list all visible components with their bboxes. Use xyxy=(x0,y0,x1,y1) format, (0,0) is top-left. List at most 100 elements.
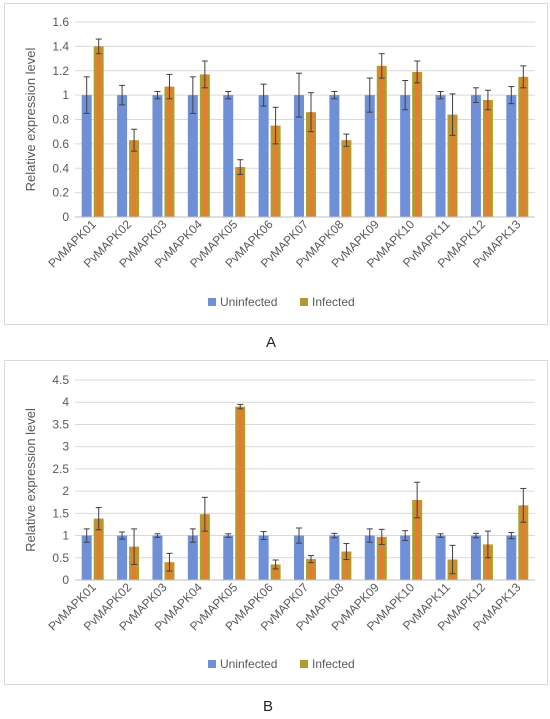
chart-b-bar-infected-stripe xyxy=(344,551,349,580)
chart-b-bar-infected xyxy=(270,564,281,580)
chart-b-bar-infected-stripe xyxy=(238,406,243,580)
chart-b-ytick-label: 2 xyxy=(62,484,69,498)
chart-b-bar-uninfected xyxy=(81,535,92,580)
chart-b-bar-uninfected xyxy=(329,535,340,580)
chart-a-bar-infected xyxy=(376,65,387,217)
chart-a-bar-uninfected xyxy=(258,95,269,217)
chart-b-ytick-label: 0.5 xyxy=(52,551,69,565)
chart-a-bar-infected-stripe xyxy=(521,76,526,217)
chart-a-bar-infected-stripe xyxy=(273,125,278,217)
chart-a-bar-infected xyxy=(199,74,210,217)
chart-a-bar-uninfected xyxy=(470,95,481,217)
chart-b-bar-uninfected xyxy=(470,535,481,580)
chart-b-bar-infected xyxy=(482,544,493,580)
chart-b-bar-infected-stripe xyxy=(521,505,526,580)
chart-b-bar-infected-stripe xyxy=(96,518,101,580)
chart-b-bar-infected xyxy=(412,500,423,580)
chart-a-legend-swatch-uninfected xyxy=(208,298,216,306)
chart-b-ytick-label: 4.5 xyxy=(52,373,69,387)
chart-a-bar-infected-stripe xyxy=(485,100,490,217)
chart-panel-a: 0 0.2 0.4 0.6 0.8 1 1.2 1.4 1.6 Relative expressi… xyxy=(4,3,548,325)
chart-b-bar-uninfected xyxy=(117,535,128,580)
chart-b-bar-infected xyxy=(306,559,316,580)
chart-a-bar-infected xyxy=(164,86,175,217)
chart-a-y-axis-label: Relative expression level xyxy=(23,47,38,191)
chart-a-legend-label-infected: Infected xyxy=(312,295,355,309)
chart-b-bar-infected xyxy=(341,551,352,580)
chart-b-bar-uninfected xyxy=(364,535,375,580)
chart-b-bar-infected xyxy=(235,406,246,580)
chart-b-bar-infected-stripe xyxy=(273,564,278,580)
chart-b-legend-label-infected: Infected xyxy=(312,657,355,671)
chart-a-ytick-label: 1.4 xyxy=(52,39,69,53)
chart-b-bar-infected xyxy=(199,514,210,580)
chart-a-ytick-label: 0 xyxy=(62,210,69,224)
chart-a-bar-infected xyxy=(93,46,104,217)
chart-a-bar-infected-stripe xyxy=(379,65,384,217)
chart-a-bar-infected-stripe xyxy=(344,140,349,217)
chart-b-svg: 0 0.5 1 1.5 2 2.5 3 3.5 4 4.5 Relative expression … xyxy=(23,373,535,671)
chart-a-bar-infected-stripe xyxy=(238,167,243,217)
chart-b-ytick-label: 3.5 xyxy=(52,417,69,431)
chart-a-bar-uninfected xyxy=(329,95,340,217)
chart-b-bar-infected xyxy=(518,505,529,580)
chart-b-bar-uninfected xyxy=(435,535,446,580)
chart-a-bar-infected xyxy=(447,114,458,217)
chart-b-bar-uninfected xyxy=(258,535,269,580)
chart-b-ytick-label: 2.5 xyxy=(52,462,69,476)
chart-a-ytick-label: 1 xyxy=(62,88,69,102)
chart-a-bar-infected xyxy=(482,100,493,217)
chart-a-bar-uninfected xyxy=(435,95,446,217)
chart-b-bar-infected-stripe xyxy=(379,536,384,580)
chart-a-bar-infected xyxy=(306,112,316,217)
chart-a-bar-infected xyxy=(129,140,140,217)
chart-b-ytick-label: 4 xyxy=(62,395,69,409)
chart-b-ytick-label: 1 xyxy=(62,529,69,543)
chart-b-bar-uninfected xyxy=(400,535,411,580)
chart-b-ytick-label: 0 xyxy=(62,573,69,587)
chart-a-bar-uninfected xyxy=(81,95,92,217)
panel-label-a: A xyxy=(266,334,277,351)
chart-b-bar-uninfected xyxy=(294,535,304,580)
chart-a-ytick-label: 0.6 xyxy=(52,137,69,151)
chart-b-ytick-label: 3 xyxy=(62,440,69,454)
chart-a-ytick-label: 1.2 xyxy=(52,64,69,78)
chart-a-bar-uninfected xyxy=(506,95,517,217)
chart-b-y-axis-label: Relative expression level xyxy=(23,408,38,552)
chart-a-bar-infected xyxy=(270,125,281,217)
chart-a-bar-infected-stripe xyxy=(415,71,420,217)
chart-a-bar-infected xyxy=(235,167,246,217)
chart-a-bar-infected xyxy=(412,71,423,217)
chart-b-bar-infected xyxy=(376,536,387,580)
chart-b-bar-infected-stripe xyxy=(485,544,490,580)
chart-panel-b: 0 0.5 1 1.5 2 2.5 3 3.5 4 4.5 Relative expression … xyxy=(4,360,548,685)
chart-b-bar-infected xyxy=(93,518,104,580)
chart-a-legend-label-uninfected: Uninfected xyxy=(220,295,277,309)
chart-a-bar-uninfected xyxy=(294,95,304,217)
chart-b-legend-label-uninfected: Uninfected xyxy=(220,657,277,671)
chart-b-bar-infected-stripe xyxy=(202,514,207,580)
chart-a-bar-infected-stripe xyxy=(309,112,313,217)
chart-b-legend-swatch-infected xyxy=(300,660,308,668)
chart-a-ytick-label: 0.8 xyxy=(52,113,69,127)
chart-b-bar-uninfected xyxy=(223,535,234,580)
chart-a-bar-infected-stripe xyxy=(450,114,455,217)
chart-b-bar-infected-stripe xyxy=(309,559,313,580)
chart-a-bar-uninfected xyxy=(223,95,234,217)
chart-a-bar-uninfected xyxy=(187,95,198,217)
chart-a-bar-infected-stripe xyxy=(132,140,137,217)
chart-a-bar-infected-stripe xyxy=(96,46,101,217)
chart-b-bar-infected-stripe xyxy=(415,500,420,580)
chart-a-bar-uninfected xyxy=(117,95,128,217)
chart-a-bar-uninfected xyxy=(152,95,163,217)
chart-b-bar-uninfected xyxy=(187,535,198,580)
chart-a-bar-uninfected xyxy=(400,95,411,217)
chart-b-ytick-label: 1.5 xyxy=(52,506,69,520)
chart-a-legend-swatch-infected xyxy=(300,298,308,306)
chart-a-bar-infected-stripe xyxy=(202,74,207,217)
chart-a-svg: 0 0.2 0.4 0.6 0.8 1 1.2 1.4 1.6 Relative expressi… xyxy=(23,15,535,309)
chart-a-ytick-label: 0.4 xyxy=(52,161,69,175)
panel-label-b: B xyxy=(263,698,274,715)
chart-a-bar-infected xyxy=(518,76,529,217)
chart-a-ytick-label: 1.6 xyxy=(52,15,69,29)
